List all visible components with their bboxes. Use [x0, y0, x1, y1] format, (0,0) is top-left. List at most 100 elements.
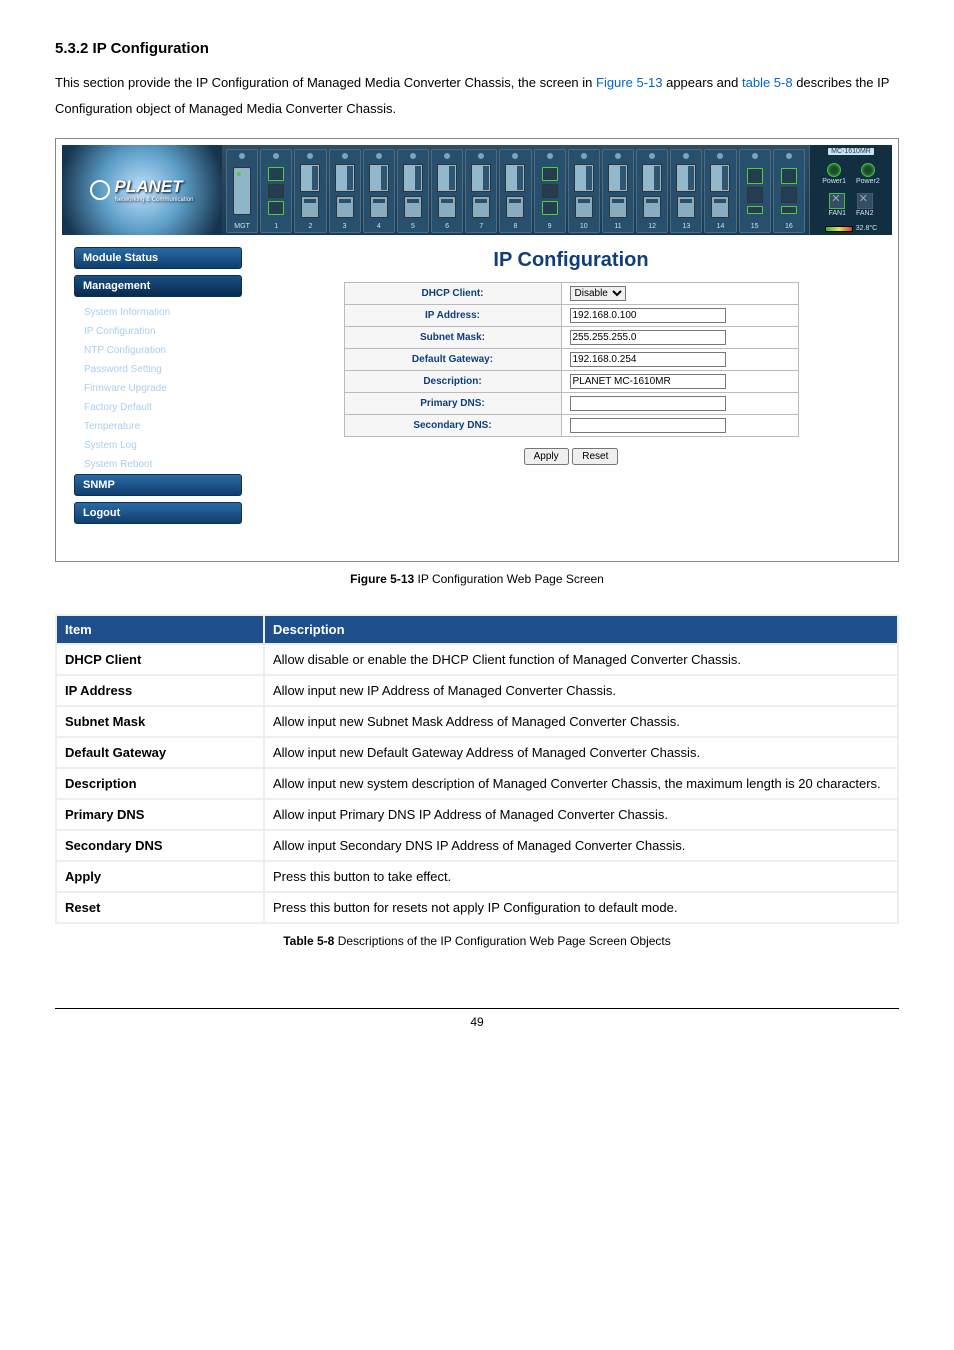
- gw-label: Default Gateway:: [344, 349, 561, 371]
- sidebar-item-firmware-upgrade[interactable]: Firmware Upgrade: [74, 379, 242, 398]
- table-row: ApplyPress this button to take effect.: [56, 861, 898, 892]
- figure-ref[interactable]: Figure 5-13: [596, 75, 662, 90]
- desc-cell: Allow input new Subnet Mask Address of M…: [264, 706, 898, 737]
- table-caption-text: Descriptions of the IP Configuration Web…: [334, 934, 670, 948]
- mask-input[interactable]: [570, 330, 726, 345]
- main-panel: IP Configuration DHCP Client: Disable IP…: [250, 235, 892, 555]
- brand-area: PLANET Networking & Communication: [62, 145, 222, 235]
- intro-a: This section provide the IP Configuratio…: [55, 75, 596, 90]
- item-cell: Subnet Mask: [56, 706, 264, 737]
- temp-value: 32.8°C: [856, 225, 877, 232]
- item-cell: Reset: [56, 892, 264, 923]
- table-caption: Table 5-8 Descriptions of the IP Configu…: [55, 934, 899, 948]
- power2-led-icon: [861, 163, 875, 177]
- sidebar-item-system-reboot[interactable]: System Reboot: [74, 455, 242, 474]
- sidebar-item-factory-default[interactable]: Factory Default: [74, 398, 242, 417]
- slot-6[interactable]: 6: [431, 149, 463, 233]
- table-row: Primary DNSAllow input Primary DNS IP Ad…: [56, 799, 898, 830]
- pdns-input[interactable]: [570, 396, 726, 411]
- page-number: 49: [55, 1008, 899, 1029]
- table-row: Subnet MaskAllow input new Subnet Mask A…: [56, 706, 898, 737]
- table-row: IP AddressAllow input new IP Address of …: [56, 675, 898, 706]
- gw-input[interactable]: [570, 352, 726, 367]
- sidebar-management[interactable]: Management: [74, 275, 242, 297]
- item-cell: Primary DNS: [56, 799, 264, 830]
- brand-tagline: Networking & Communication: [114, 197, 193, 203]
- slot-5[interactable]: 5: [397, 149, 429, 233]
- item-cell: Default Gateway: [56, 737, 264, 768]
- slot-15[interactable]: 15: [739, 149, 771, 233]
- fan1-label: FAN1: [828, 210, 846, 217]
- sdns-label: Secondary DNS:: [344, 415, 561, 437]
- desc-cell: Allow input Secondary DNS IP Address of …: [264, 830, 898, 861]
- sidebar-item-password-setting[interactable]: Password Setting: [74, 360, 242, 379]
- slot-11[interactable]: 11: [602, 149, 634, 233]
- table-ref[interactable]: table 5-8: [742, 75, 793, 90]
- dtable-h1: Item: [56, 615, 264, 644]
- rack: MGT12345678910111213141516: [222, 145, 809, 235]
- table-row: DHCP ClientAllow disable or enable the D…: [56, 644, 898, 675]
- dhcp-select[interactable]: Disable: [570, 286, 626, 301]
- table-row: Default GatewayAllow input new Default G…: [56, 737, 898, 768]
- table-row: Secondary DNSAllow input Secondary DNS I…: [56, 830, 898, 861]
- slot-3[interactable]: 3: [329, 149, 361, 233]
- table-row: DescriptionAllow input new system descri…: [56, 768, 898, 799]
- sidebar-item-temperature[interactable]: Temperature: [74, 417, 242, 436]
- desc-cell: Allow input new Default Gateway Address …: [264, 737, 898, 768]
- figure-caption: Figure 5-13 IP Configuration Web Page Sc…: [55, 572, 899, 586]
- model-label: MC-1610MR: [828, 148, 874, 155]
- slot-1[interactable]: 1: [260, 149, 292, 233]
- slot-13[interactable]: 13: [670, 149, 702, 233]
- power1-led-icon: [827, 163, 841, 177]
- slot-8[interactable]: 8: [499, 149, 531, 233]
- ip-input[interactable]: [570, 308, 726, 323]
- slot-10[interactable]: 10: [568, 149, 600, 233]
- apply-button[interactable]: [524, 448, 569, 465]
- fan2-label: FAN2: [856, 210, 874, 217]
- slot-9[interactable]: 9: [534, 149, 566, 233]
- chassis-banner: PLANET Networking & Communication MGT123…: [62, 145, 892, 235]
- slot-4[interactable]: 4: [363, 149, 395, 233]
- sdns-input[interactable]: [570, 418, 726, 433]
- dhcp-label: DHCP Client:: [344, 283, 561, 305]
- slot-7[interactable]: 7: [465, 149, 497, 233]
- desc-label: Description:: [344, 371, 561, 393]
- item-cell: Apply: [56, 861, 264, 892]
- fan2-icon: [857, 193, 873, 209]
- desc-cell: Press this button for resets not apply I…: [264, 892, 898, 923]
- brand-name: PLANET: [114, 177, 182, 196]
- desc-input[interactable]: [570, 374, 726, 389]
- sidebar-item-system-information[interactable]: System Information: [74, 303, 242, 322]
- rack-status: MC-1610MR Power1 Power2 FAN1 FAN2 32.8°C: [809, 145, 892, 235]
- sidebar: Module Status Management System Informat…: [62, 235, 250, 555]
- desc-cell: Press this button to take effect.: [264, 861, 898, 892]
- dtable-h2: Description: [264, 615, 898, 644]
- sidebar-snmp[interactable]: SNMP: [74, 474, 242, 496]
- desc-cell: Allow input Primary DNS IP Address of Ma…: [264, 799, 898, 830]
- item-cell: Secondary DNS: [56, 830, 264, 861]
- item-cell: IP Address: [56, 675, 264, 706]
- desc-cell: Allow input new system description of Ma…: [264, 768, 898, 799]
- item-cell: DHCP Client: [56, 644, 264, 675]
- mask-label: Subnet Mask:: [344, 327, 561, 349]
- sidebar-logout[interactable]: Logout: [74, 502, 242, 524]
- description-table: Item Description DHCP ClientAllow disabl…: [55, 614, 899, 924]
- pdns-label: Primary DNS:: [344, 393, 561, 415]
- table-caption-num: Table 5-8: [283, 934, 334, 948]
- section-heading: 5.3.2 IP Configuration: [55, 40, 899, 57]
- reset-button[interactable]: [572, 448, 618, 465]
- intro-b: appears and: [662, 75, 742, 90]
- slot-16[interactable]: 16: [773, 149, 805, 233]
- table-row: ResetPress this button for resets not ap…: [56, 892, 898, 923]
- slot-2[interactable]: 2: [294, 149, 326, 233]
- slot-mgt[interactable]: MGT: [226, 149, 258, 233]
- slot-14[interactable]: 14: [704, 149, 736, 233]
- sidebar-module-status[interactable]: Module Status: [74, 247, 242, 269]
- ip-form: DHCP Client: Disable IP Address: Subnet …: [344, 282, 799, 437]
- slot-12[interactable]: 12: [636, 149, 668, 233]
- fan1-icon: [829, 193, 845, 209]
- sidebar-item-system-log[interactable]: System Log: [74, 436, 242, 455]
- sidebar-item-ip-configuration[interactable]: IP Configuration: [74, 322, 242, 341]
- sidebar-item-ntp-configuration[interactable]: NTP Configuration: [74, 341, 242, 360]
- temp-bar-icon: [825, 226, 853, 232]
